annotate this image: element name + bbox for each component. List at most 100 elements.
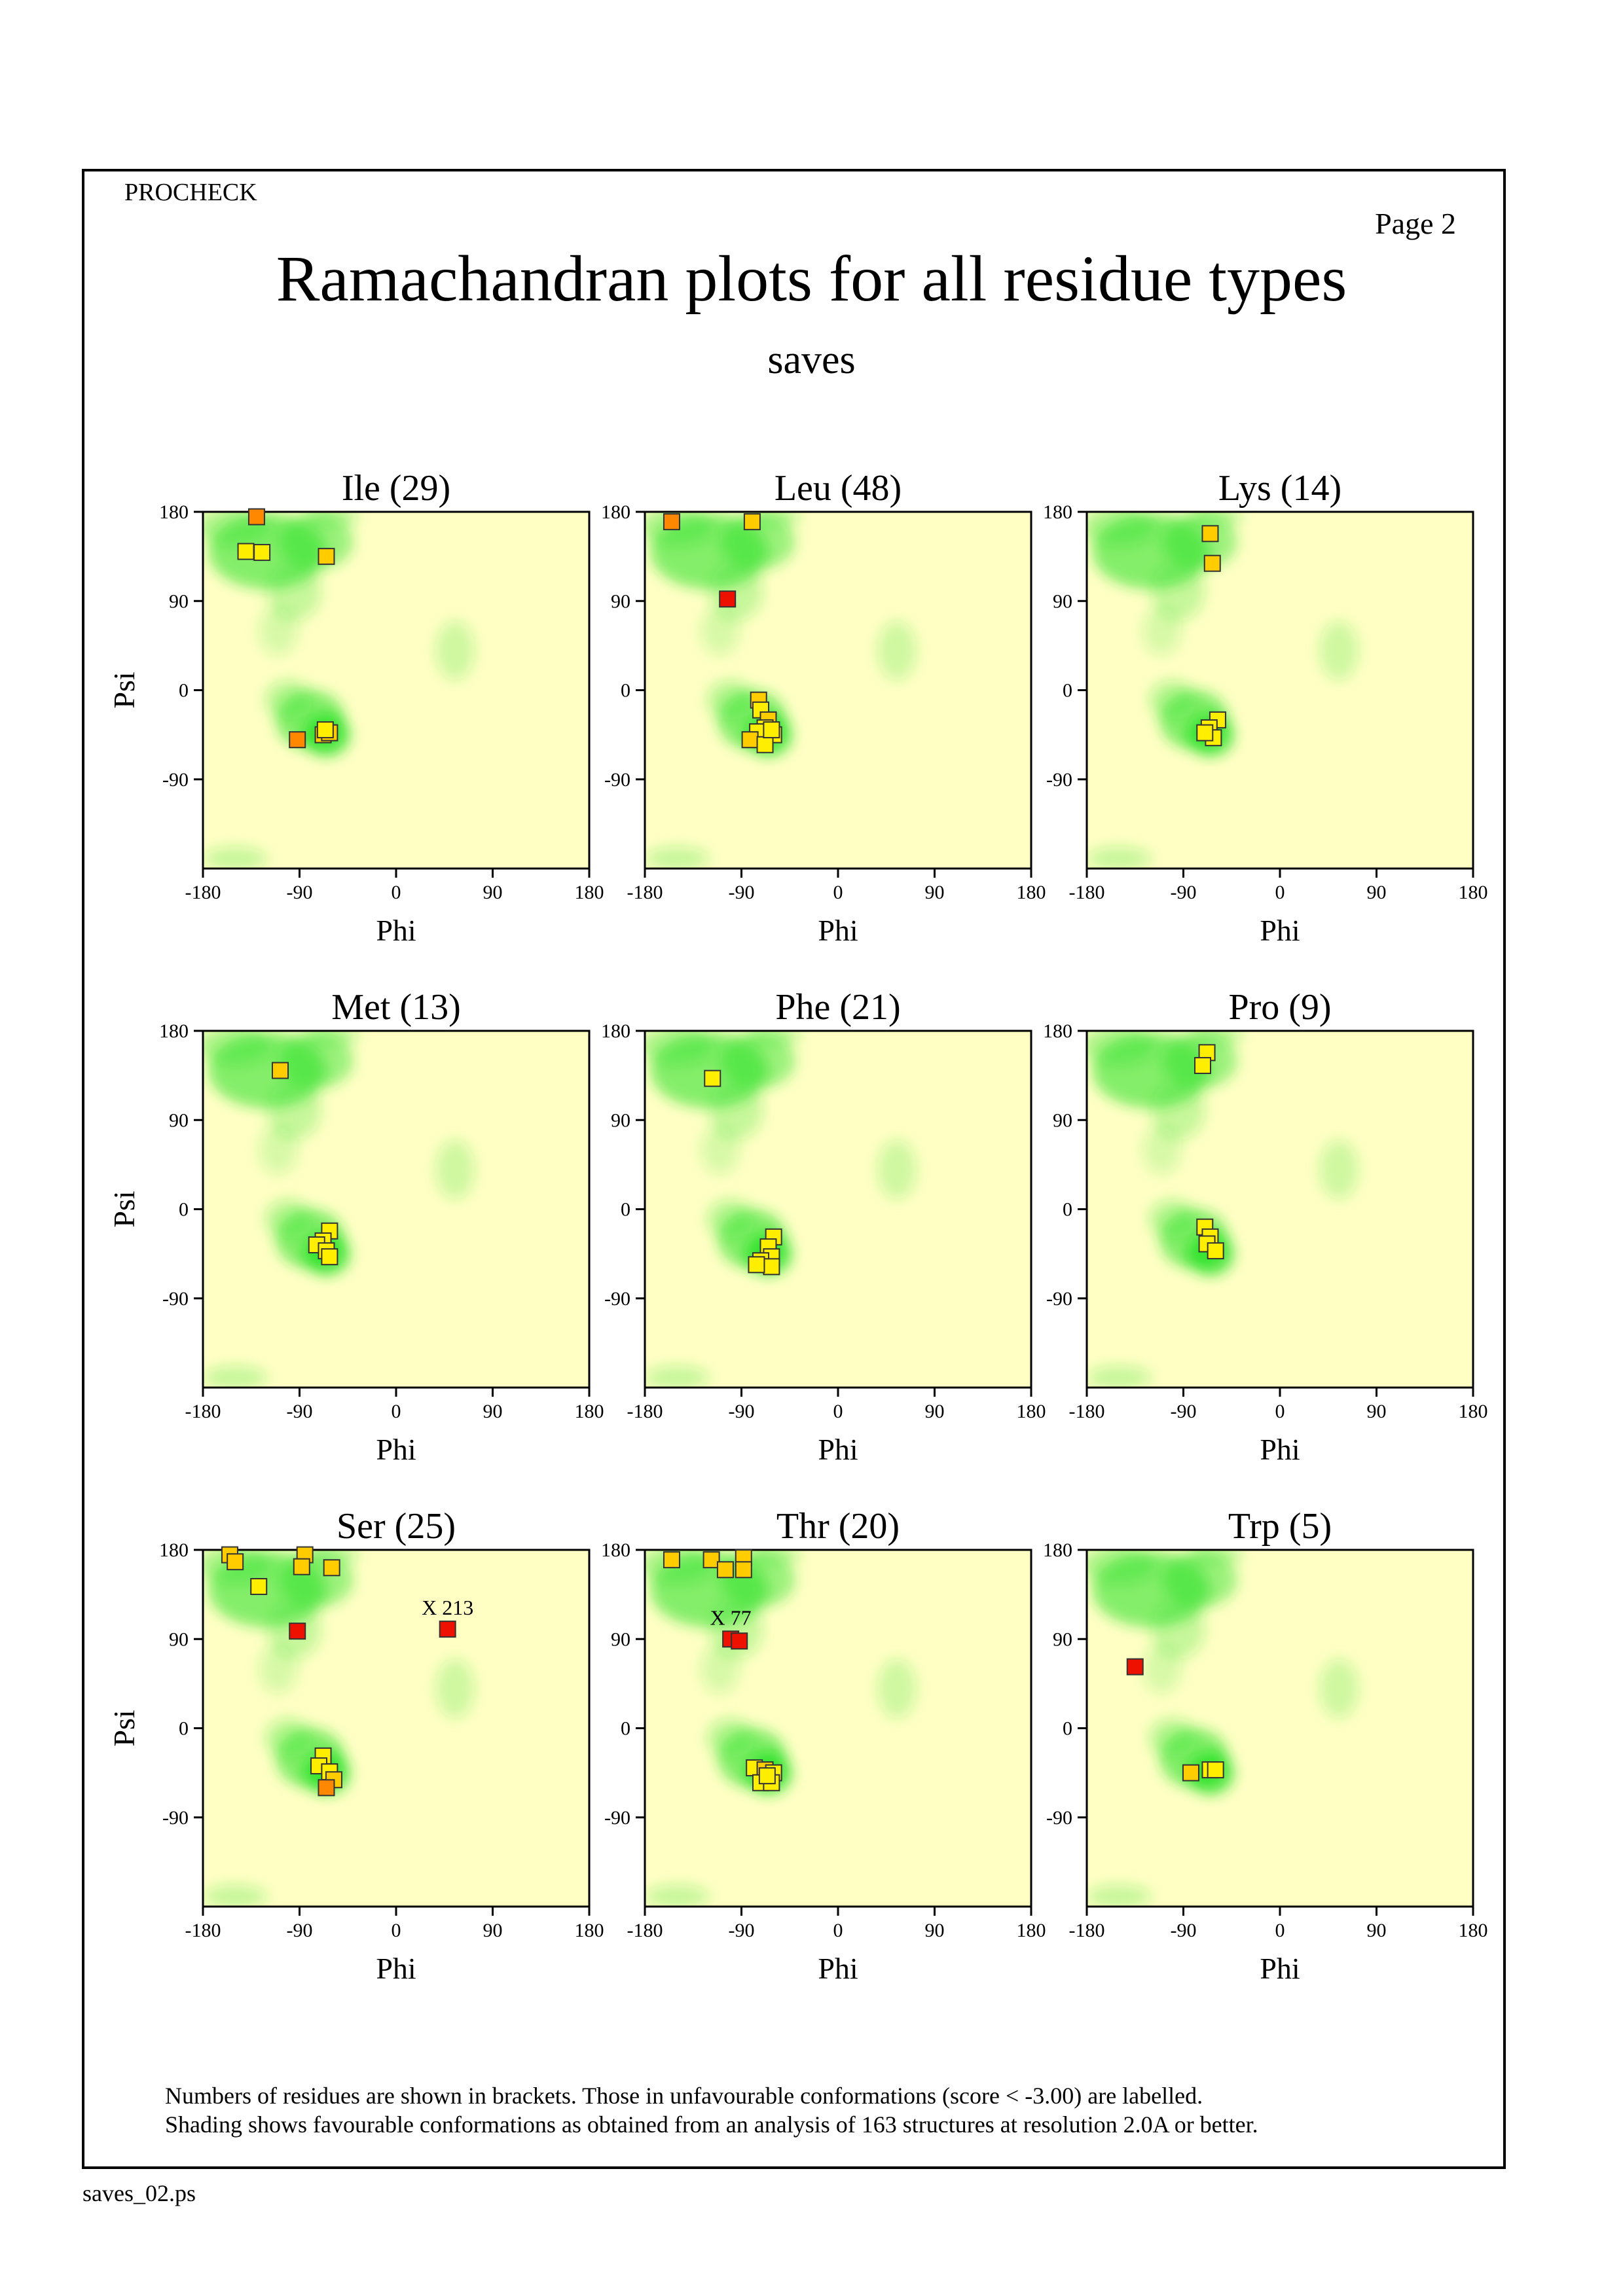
x-tick-label: 180 [1459, 1920, 1488, 1941]
plot-title: Ile (29) [342, 468, 450, 509]
favourable-region [203, 1365, 268, 1388]
x-axis-label: Phi [376, 1952, 416, 1985]
favourable-region [1087, 846, 1152, 869]
favourable-region [278, 1033, 354, 1088]
x-tick-label: 0 [1275, 882, 1285, 903]
plot-title: Thr (20) [776, 1506, 900, 1547]
data-point [1207, 1242, 1224, 1260]
plot-trp: Trp (5) -180 -90 0 90 180 180 90 0 -90 Phi [1043, 1506, 1488, 1985]
x-tick-label: -90 [287, 1401, 313, 1422]
file-name: saves_02.ps [82, 2180, 196, 2206]
data-point [719, 590, 737, 608]
x-tick-label: 0 [1275, 1401, 1285, 1422]
favourable-region [877, 620, 917, 681]
x-tick-label: 90 [483, 882, 503, 903]
data-point [272, 1062, 289, 1079]
favourable-region [707, 680, 755, 720]
favourable-region [746, 1550, 801, 1565]
y-tick-label: 180 [1043, 501, 1072, 523]
x-tick-label: 180 [1459, 882, 1488, 903]
favourable-region [1142, 1643, 1182, 1694]
favourable-region [746, 1031, 801, 1046]
y-tick-label: 0 [179, 1718, 189, 1740]
y-tick-label: 90 [1053, 1109, 1072, 1131]
x-tick-label: -90 [1171, 882, 1197, 903]
favourable-region [304, 512, 359, 527]
data-point [237, 543, 255, 560]
x-axis-label: Phi [1260, 914, 1300, 947]
x-axis-label: Phi [818, 1433, 858, 1466]
favourable-region [645, 846, 710, 869]
point-label: X 77 [710, 1605, 752, 1629]
y-tick-label: 180 [601, 501, 630, 523]
favourable-region [265, 1718, 313, 1758]
y-tick-label: 180 [1043, 1020, 1072, 1042]
x-axis-label: Phi [1260, 1952, 1300, 1985]
data-point [1182, 1764, 1199, 1782]
data-point [716, 1561, 734, 1579]
data-point [1196, 724, 1214, 742]
favourable-region [645, 1365, 710, 1388]
x-tick-label: 0 [392, 1920, 401, 1941]
favourable-region [304, 1550, 359, 1565]
data-point [318, 1779, 335, 1797]
y-tick-label: 0 [621, 1199, 630, 1221]
x-tick-label: -180 [185, 882, 221, 903]
x-tick-label: 180 [575, 1920, 604, 1941]
plot-phe: Phe (21) -180 -90 0 90 180 180 90 0 -90 Phi [601, 987, 1046, 1466]
favourable-region [1188, 512, 1243, 527]
y-axis-label: Psi [107, 1191, 141, 1227]
x-tick-label: -180 [627, 1401, 663, 1422]
data-point [321, 1248, 338, 1266]
favourable-region [435, 1659, 475, 1719]
y-axis-label: Psi [107, 672, 141, 708]
y-tick-label: 90 [611, 1628, 630, 1650]
favourable-region [1319, 620, 1359, 681]
favourable-region [1142, 605, 1182, 656]
data-point [253, 544, 271, 562]
favourable-region [1161, 1552, 1237, 1607]
favourable-region [1188, 1550, 1243, 1565]
x-tick-label: 0 [833, 882, 843, 903]
x-tick-label: 180 [575, 882, 604, 903]
favourable-region [203, 1884, 268, 1907]
favourable-region [1087, 1031, 1157, 1066]
footnote-line-1: Numbers of residues are shown in bracket… [165, 2083, 1203, 2109]
favourable-region [1151, 1080, 1205, 1140]
program-name: PROCHECK [124, 179, 257, 206]
favourable-region [645, 1031, 715, 1066]
page-number: Page 2 [1375, 207, 1456, 240]
x-tick-label: 180 [1017, 1920, 1046, 1941]
favourable-region [267, 561, 321, 621]
data-point [735, 1561, 752, 1579]
data-point [663, 513, 680, 531]
y-tick-label: 90 [1053, 1628, 1072, 1650]
data-point [743, 513, 761, 531]
x-tick-label: 0 [1275, 1920, 1285, 1941]
y-tick-label: -90 [1046, 1288, 1072, 1310]
y-tick-label: 0 [1063, 1199, 1072, 1221]
data-point [763, 1258, 780, 1276]
y-tick-label: 180 [159, 1539, 189, 1561]
favourable-region [267, 1080, 321, 1140]
y-tick-label: 90 [169, 590, 189, 612]
x-axis-label: Phi [376, 914, 416, 947]
x-tick-label: 180 [1017, 1401, 1046, 1422]
plot-title: Lys (14) [1218, 468, 1341, 509]
favourable-region [1149, 680, 1197, 720]
y-tick-label: 180 [601, 1539, 630, 1561]
favourable-region [259, 1124, 298, 1175]
favourable-region [877, 1659, 917, 1719]
data-point [1194, 1056, 1211, 1074]
favourable-region [203, 1031, 273, 1066]
x-tick-label: 180 [1459, 1401, 1488, 1422]
x-axis-label: Phi [376, 1433, 416, 1466]
data-point [1207, 1761, 1224, 1779]
data-point [227, 1553, 244, 1571]
favourable-region [1087, 1365, 1152, 1388]
y-tick-label: 0 [1063, 680, 1072, 702]
data-point [293, 1558, 310, 1575]
favourable-region [1087, 1550, 1157, 1585]
y-axis-label: Psi [107, 1710, 141, 1746]
